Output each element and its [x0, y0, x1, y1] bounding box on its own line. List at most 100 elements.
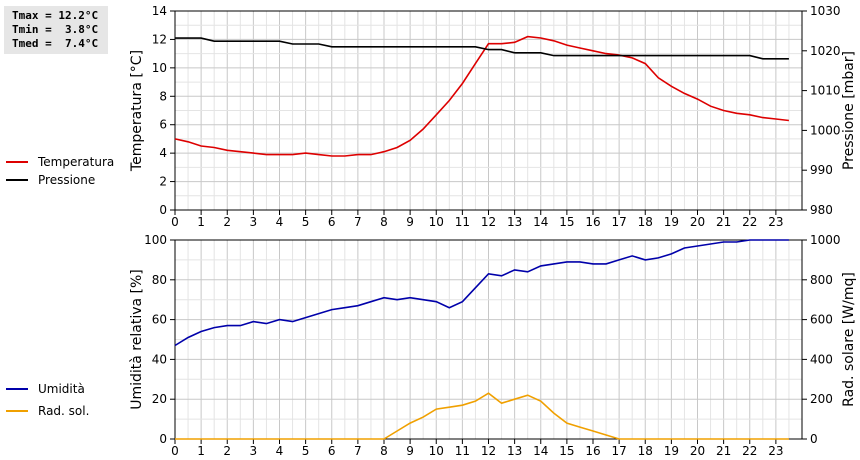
tick-label-x: 20 [690, 444, 705, 458]
tick-label-y-left: 80 [152, 273, 167, 287]
tick-label-y-right: 1020 [810, 44, 841, 58]
tick-label-y-left: 20 [152, 392, 167, 406]
axis-label-y-left: Umidità relativa [%] [129, 269, 145, 410]
tick-label-x: 23 [768, 444, 783, 458]
tick-label-x: 16 [585, 215, 600, 229]
tick-label-x: 17 [611, 215, 626, 229]
tick-label-x: 7 [354, 444, 362, 458]
legend-label-temperatura: Temperatura [38, 155, 115, 169]
tick-label-x: 1 [197, 444, 205, 458]
tmed-label: Tmed = 7.4°C [12, 37, 99, 50]
tick-label-y-left: 0 [159, 432, 167, 446]
tick-label-y-left: 60 [152, 313, 167, 327]
tick-label-x: 6 [328, 444, 336, 458]
tick-label-x: 15 [559, 215, 574, 229]
tick-label-x: 21 [716, 215, 731, 229]
tmax-label: Tmax = 12.2°C [12, 9, 99, 22]
tick-label-x: 11 [455, 444, 470, 458]
legend-item-temperatura: Temperatura [6, 153, 114, 171]
tick-label-x: 2 [223, 444, 231, 458]
tick-label-x: 10 [429, 444, 444, 458]
legend-swatch-temperatura [6, 161, 28, 163]
tick-label-x: 8 [380, 444, 388, 458]
tick-label-y-left: 40 [152, 352, 167, 366]
tick-label-x: 2 [223, 215, 231, 229]
tick-label-y-right: 200 [810, 392, 833, 406]
tick-label-x: 12 [481, 215, 496, 229]
tick-label-x: 3 [250, 444, 258, 458]
series-line-rad-sol [175, 392, 789, 440]
series-line-pressione [175, 37, 789, 60]
tick-label-x: 9 [406, 215, 414, 229]
tick-label-y-right: 990 [810, 163, 833, 177]
tick-label-x: 7 [354, 215, 362, 229]
tick-label-y-right: 0 [810, 432, 818, 446]
tick-label-y-right: 980 [810, 203, 833, 217]
tick-label-y-left: 14 [152, 4, 167, 18]
tick-label-x: 5 [302, 444, 310, 458]
tick-label-x: 18 [638, 215, 653, 229]
tick-label-y-left: 0 [159, 203, 167, 217]
tick-label-x: 23 [768, 215, 783, 229]
legend-swatch-rad-sol [6, 410, 28, 412]
tick-label-x: 4 [276, 444, 284, 458]
legend-label-pressione: Pressione [38, 173, 96, 187]
legend-swatch-pressione [6, 179, 28, 181]
tick-label-x: 20 [690, 215, 705, 229]
tick-label-x: 22 [742, 215, 757, 229]
legend-item-rad-sol: Rad. sol. [6, 400, 89, 422]
tick-label-x: 18 [638, 444, 653, 458]
tick-label-x: 19 [664, 444, 679, 458]
tick-label-x: 19 [664, 215, 679, 229]
tmin-label: Tmin = 3.8°C [12, 23, 99, 36]
tick-label-y-right: 1000 [810, 123, 841, 137]
tick-label-x: 0 [171, 215, 179, 229]
legend-bottom: Umidità Rad. sol. [6, 378, 89, 422]
legend-top: Temperatura Pressione [6, 153, 114, 189]
tick-label-y-left: 4 [159, 146, 167, 160]
tick-label-x: 11 [455, 215, 470, 229]
stats-box: Tmax = 12.2°C Tmin = 3.8°C Tmed = 7.4°C [4, 6, 108, 54]
tick-label-x: 4 [276, 215, 284, 229]
tick-label-x: 16 [585, 444, 600, 458]
tick-label-x: 15 [559, 444, 574, 458]
tick-label-x: 13 [507, 444, 522, 458]
tick-label-y-left: 2 [159, 175, 167, 189]
series-line-temperatura [174, 35, 789, 157]
legend-label-umidita: Umidità [38, 382, 85, 396]
tick-label-y-left: 12 [152, 32, 167, 46]
tick-label-x: 14 [533, 444, 548, 458]
axis-label-y-left: Temperatura [°C] [129, 50, 145, 172]
tick-label-x: 1 [197, 215, 205, 229]
tick-label-y-right: 600 [810, 313, 833, 327]
tick-label-x: 9 [406, 444, 414, 458]
legend-swatch-umidita [6, 388, 28, 390]
tick-label-x: 0 [171, 444, 179, 458]
tick-label-y-left: 10 [152, 61, 167, 75]
tick-label-y-right: 1030 [810, 4, 841, 18]
tick-label-y-left: 8 [159, 89, 167, 103]
legend-label-rad-sol: Rad. sol. [38, 404, 90, 418]
legend-item-pressione: Pressione [6, 171, 114, 189]
tick-label-x: 12 [481, 444, 496, 458]
tick-label-y-right: 1010 [810, 84, 841, 98]
tick-label-x: 6 [328, 215, 336, 229]
tick-label-x: 5 [302, 215, 310, 229]
tick-label-y-right: 800 [810, 273, 833, 287]
axis-label-y-right: Pressione [mbar] [841, 51, 857, 170]
legend-item-umidita: Umidità [6, 378, 89, 400]
tick-label-x: 14 [533, 215, 548, 229]
tick-label-x: 3 [250, 215, 258, 229]
tick-label-x: 22 [742, 444, 757, 458]
series-line-umidit [174, 239, 789, 347]
tick-label-y-right: 1000 [810, 233, 841, 247]
tick-label-y-left: 100 [144, 233, 167, 247]
tick-label-x: 21 [716, 444, 731, 458]
tick-label-y-left: 6 [159, 118, 167, 132]
tick-label-x: 13 [507, 215, 522, 229]
axis-label-y-right: Rad. solare [W/mq] [841, 272, 857, 407]
tick-label-x: 10 [429, 215, 444, 229]
